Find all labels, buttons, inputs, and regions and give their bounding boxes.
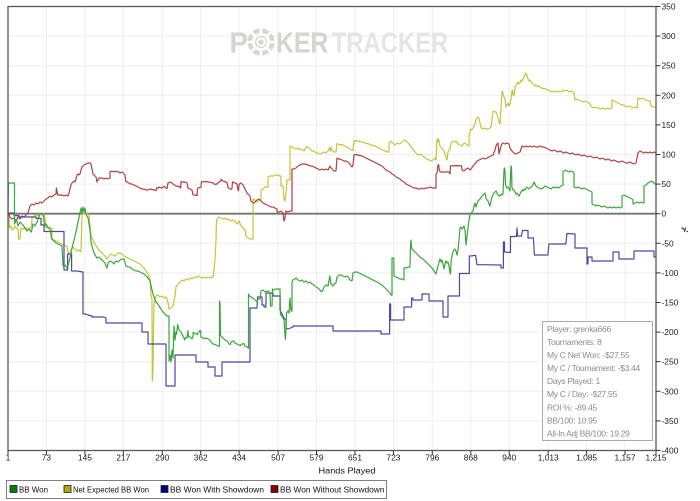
- svg-text:-350: -350: [662, 416, 679, 426]
- svg-text:BB Won Without Showdown: BB Won Without Showdown: [280, 485, 385, 495]
- svg-text:145: 145: [78, 453, 92, 463]
- svg-text:-100: -100: [662, 268, 679, 278]
- svg-text:-50: -50: [662, 238, 674, 248]
- svg-text:P: P: [230, 28, 249, 60]
- svg-text:217: 217: [116, 453, 130, 463]
- svg-text:350: 350: [662, 2, 676, 12]
- svg-text:-300: -300: [662, 386, 679, 396]
- svg-text:My C / Day: -$27.55: My C / Day: -$27.55: [547, 389, 617, 399]
- svg-text:100: 100: [662, 150, 676, 160]
- svg-text:0: 0: [662, 209, 667, 219]
- svg-text:1,085: 1,085: [576, 453, 597, 463]
- svg-text:KER: KER: [276, 28, 329, 60]
- svg-text:-150: -150: [662, 298, 679, 308]
- svg-text:TRACKER: TRACKER: [332, 28, 449, 60]
- svg-text:BB/100: 10.95: BB/100: 10.95: [547, 415, 598, 425]
- svg-text:BB Won: BB Won: [19, 485, 48, 495]
- svg-text:651: 651: [348, 453, 362, 463]
- svg-text:250: 250: [662, 61, 676, 71]
- svg-text:940: 940: [502, 453, 516, 463]
- svg-text:300: 300: [662, 31, 676, 41]
- svg-text:723: 723: [386, 453, 400, 463]
- svg-text:1,157: 1,157: [615, 453, 636, 463]
- svg-text:BB Won With Showdown: BB Won With Showdown: [170, 485, 264, 495]
- svg-text:290: 290: [155, 453, 169, 463]
- svg-text:796: 796: [425, 453, 439, 463]
- svg-text:1: 1: [6, 453, 11, 463]
- svg-text:Tournaments: 8: Tournaments: 8: [547, 337, 602, 347]
- svg-text:-200: -200: [662, 327, 679, 337]
- svg-text:579: 579: [310, 453, 324, 463]
- svg-text:Hands Played: Hands Played: [319, 466, 376, 476]
- svg-text:My C / Tournament: -$3.44: My C / Tournament: -$3.44: [547, 363, 641, 373]
- svg-text:Days Played: 1: Days Played: 1: [547, 376, 601, 386]
- svg-text:507: 507: [271, 453, 285, 463]
- svg-text:My C Net Won: -$27.55: My C Net Won: -$27.55: [547, 350, 630, 360]
- svg-text:-250: -250: [662, 357, 679, 367]
- svg-text:Player: grenka666: Player: grenka666: [547, 324, 611, 334]
- svg-text:362: 362: [194, 453, 208, 463]
- svg-text:1,013: 1,013: [538, 453, 559, 463]
- svg-text:1,215: 1,215: [646, 453, 667, 463]
- svg-text:Net Expected BB Won: Net Expected BB Won: [73, 485, 149, 495]
- svg-text:73: 73: [42, 453, 52, 463]
- svg-text:434: 434: [232, 453, 246, 463]
- svg-text:50: 50: [662, 179, 672, 189]
- svg-text:200: 200: [662, 90, 676, 100]
- svg-text:868: 868: [464, 453, 478, 463]
- svg-text:ROI %: -89.45: ROI %: -89.45: [547, 402, 598, 412]
- svg-text:All-In Adj BB/100: 19.29: All-In Adj BB/100: 19.29: [547, 428, 630, 438]
- svg-text:150: 150: [662, 120, 676, 130]
- svg-text:-400: -400: [662, 446, 679, 456]
